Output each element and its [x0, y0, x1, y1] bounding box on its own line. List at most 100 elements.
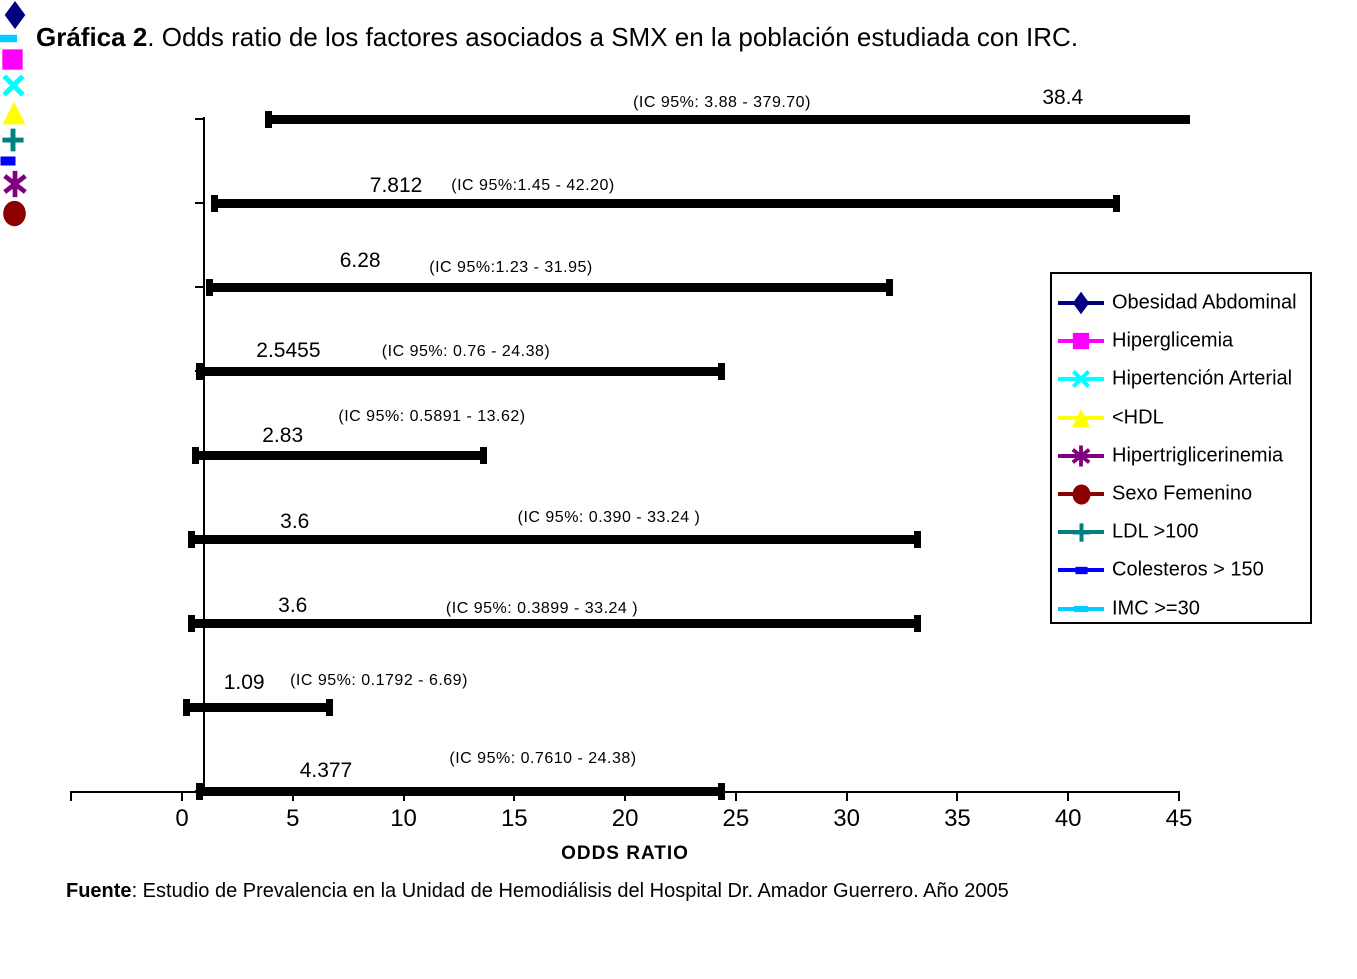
category-axis-tick — [195, 286, 204, 288]
x-axis-tick-label: 20 — [611, 805, 639, 832]
asterisk-marker-icon — [3, 170, 27, 198]
source-note: Fuente: Estudio de Prevalencia en la Uni… — [66, 880, 1009, 903]
circle-marker-icon — [3, 200, 26, 227]
legend-label: IMC >=30 — [1112, 597, 1200, 620]
x-axis-tick-label: 40 — [1054, 805, 1082, 832]
ci-bar — [185, 703, 331, 712]
x-axis-tick — [845, 793, 848, 801]
legend-label: Sexo Femenino — [1112, 482, 1253, 505]
category-axis-tick — [195, 118, 204, 120]
series-row: 38.4 (IC 95%: 3.88 - 379.70) — [0, 0, 1357, 128]
ci-bar-left-cap — [187, 531, 195, 548]
legend-label: Hipertención Arterial — [1112, 367, 1293, 390]
legend-marker-diamond — [1069, 291, 1093, 315]
plus-marker-icon — [1072, 523, 1090, 542]
ci-bar-left-cap — [192, 447, 200, 464]
legend-label: LDL >100 — [1112, 520, 1199, 543]
legend-label: Obesidad Abdominal — [1112, 291, 1297, 314]
value-label: 2.83 — [262, 424, 304, 447]
series-marker-triangle — [0, 99, 1357, 127]
legend-marker-dash — [1074, 602, 1088, 616]
x-axis-title: ODDS RATIO — [561, 843, 689, 864]
ci-bar-left-cap — [187, 615, 195, 632]
value-label: 7.812 — [369, 174, 423, 197]
value-label: 4.377 — [299, 759, 353, 782]
ci-bar-right-cap — [718, 783, 726, 800]
legend-marker-plus — [1071, 522, 1092, 543]
ci-label: (IC 95%: 0.3899 - 33.24 ) — [445, 600, 639, 617]
ci-label: (IC 95%: 0.390 - 33.24 ) — [517, 509, 701, 526]
ci-bar-right-cap — [885, 279, 893, 296]
legend-item: IMC >=30 — [1058, 590, 1304, 628]
legend-marker-square — [1071, 331, 1091, 351]
series-marker-square — [0, 47, 1357, 72]
legend-label: Colesteros > 150 — [1112, 558, 1264, 581]
legend-item: Hipertención Arterial — [1058, 360, 1304, 398]
x-axis-tick — [624, 793, 627, 801]
legend-item: Hiperglicemia — [1058, 322, 1304, 360]
ci-bar — [190, 535, 919, 544]
x-axis-tick-label: 0 — [175, 805, 189, 832]
x-axis-tick — [291, 793, 294, 801]
x-axis-tick-label: 35 — [944, 805, 971, 832]
chart-title-text: . Odds ratio de los factores asociados a… — [147, 22, 1079, 52]
x-axis-tick-label: 45 — [1165, 805, 1193, 832]
legend-marker-dash-square — [1074, 564, 1088, 577]
x-axis-tick-label: 10 — [390, 805, 417, 832]
x-axis-tick — [1067, 793, 1070, 801]
series-row: 1.09 (IC 95%: 0.1792 - 6.69) — [0, 169, 1357, 716]
x-marker-icon — [1071, 370, 1091, 389]
legend-item: Obesidad Abdominal — [1058, 284, 1304, 322]
diamond-marker-icon — [4, 0, 26, 30]
ci-label: (IC 95%: 0.76 - 24.38) — [381, 343, 551, 360]
value-label: 6.28 — [339, 249, 381, 272]
legend-marker-x — [1070, 368, 1092, 390]
legend-item: LDL >100 — [1058, 513, 1304, 551]
ci-label: (IC 95%: 3.88 - 379.70) — [633, 94, 811, 111]
x-axis-tick-label: 15 — [500, 805, 528, 832]
x-axis-tick — [513, 793, 516, 801]
x-axis-tick — [181, 793, 183, 801]
series-row: 2.83 (IC 95%: 0.5891 - 13.62) — [0, 99, 1357, 464]
triangle-marker-icon — [2, 101, 26, 125]
circle-marker-icon — [1072, 483, 1090, 505]
ci-bar-right-cap — [1112, 195, 1120, 212]
series-row: 2.5455 (IC 95%: 0.76 - 24.38) — [0, 72, 1357, 380]
x-axis-tick — [402, 793, 405, 801]
ci-bar — [198, 367, 723, 376]
series-row: 7.812 (IC 95%:1.45 - 42.20) — [0, 30, 1357, 212]
ci-bar-right-cap — [479, 447, 487, 464]
diamond-marker-icon — [1072, 291, 1090, 315]
value-label: 3.6 — [280, 510, 310, 533]
series-marker-plus — [0, 127, 1357, 153]
ci-label: (IC 95%: 0.7610 - 24.38) — [449, 750, 637, 767]
dash-marker-icon — [1074, 605, 1088, 612]
ci-bar-left-cap — [195, 783, 203, 800]
legend-label: <HDL — [1112, 406, 1164, 429]
ci-bar-left-cap — [211, 195, 219, 212]
ci-bar-right-cap — [326, 699, 334, 716]
x-axis-tick-label: 25 — [722, 805, 750, 832]
ci-bar-left-cap — [182, 699, 190, 716]
triangle-marker-icon — [1072, 408, 1090, 427]
ci-bar — [195, 451, 484, 460]
ci-bar-right-cap — [914, 531, 922, 548]
plus-marker-icon — [2, 128, 24, 152]
value-label: 1.09 — [223, 671, 265, 694]
legend-marker-asterisk — [1069, 444, 1093, 468]
ci-label: (IC 95%: 0.1792 - 6.69) — [290, 672, 468, 689]
x-axis-tick — [734, 793, 737, 801]
x-axis-tick — [956, 793, 959, 801]
ci-bar — [209, 283, 890, 292]
x-axis-tick — [70, 793, 73, 801]
square-marker-icon — [1072, 333, 1090, 350]
dash-square-marker-icon — [1074, 566, 1088, 575]
legend-item: <HDL — [1058, 399, 1304, 437]
category-axis-tick — [195, 202, 204, 204]
series-marker-dash-square — [0, 153, 1357, 169]
ci-label: (IC 95%:1.45 - 42.20) — [451, 177, 615, 194]
value-label: 2.5455 — [256, 339, 321, 362]
ci-bar — [198, 787, 723, 796]
